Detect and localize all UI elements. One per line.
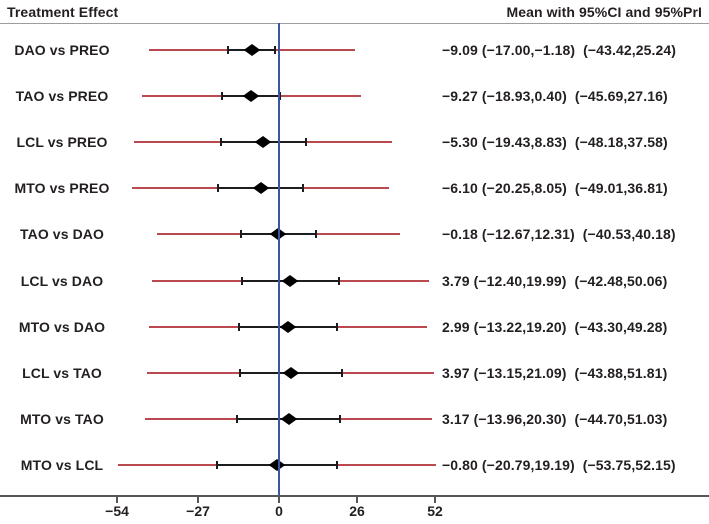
- ci-end-tick-low: [215, 460, 218, 469]
- ci-end-tick-high: [338, 414, 341, 423]
- ci-end-tick-low: [240, 230, 243, 239]
- x-axis-tick-label: 0: [275, 503, 283, 519]
- x-axis-tick-label: −27: [186, 503, 210, 519]
- mean-diamond-marker: [282, 366, 300, 379]
- zero-reference-line: [278, 23, 281, 495]
- row-value-text: −0.80 (−20.79,19.19) (−53.75,52.15): [442, 456, 676, 473]
- column-header-mean-ci-pri: Mean with 95%CI and 95%PrI: [506, 4, 702, 20]
- row-value-text: −9.27 (−18.93,0.40) (−45.69,27.16): [442, 88, 668, 105]
- ci-end-tick-high: [279, 92, 282, 101]
- ci-end-tick-high: [341, 368, 344, 377]
- row-label: TAO vs PREO: [15, 88, 109, 105]
- row-value-text: −9.09 (−17.00,−1.18) (−43.42,25.24): [442, 42, 676, 58]
- ci-end-tick-low: [236, 414, 239, 423]
- x-axis-tick-label: 26: [349, 503, 365, 519]
- row-value-text: 2.99 (−13.22,19.20) (−43.30,49.28): [442, 318, 668, 335]
- row-value-text: −5.30 (−19.43,8.83) (−48.18,37.58): [442, 134, 668, 151]
- row-label: MTO vs PREO: [14, 180, 110, 197]
- ci-end-tick-high: [335, 322, 338, 331]
- row-label: LCL vs DAO: [20, 272, 104, 289]
- ci-end-tick-high: [335, 460, 338, 469]
- ci-end-tick-low: [240, 276, 243, 285]
- mean-diamond-marker: [282, 274, 299, 287]
- row-value-text: −6.10 (−20.25,8.05) (−49.01,36.81): [442, 180, 668, 197]
- ci-end-tick-high: [304, 138, 307, 147]
- ci-end-tick-low: [219, 138, 222, 147]
- mean-diamond-marker: [242, 90, 260, 103]
- row-value-text: −0.18 (−12.67,12.31) (−40.53,40.18): [442, 226, 676, 243]
- ci-end-tick-low: [238, 322, 241, 331]
- ci-end-tick-low: [221, 92, 224, 101]
- x-axis-tick: [434, 497, 437, 503]
- ci-end-tick-low: [238, 368, 241, 377]
- row-value-text: 3.97 (−13.15,21.09) (−43.88,51.81): [442, 364, 668, 381]
- row-label: MTO vs DAO: [18, 318, 106, 335]
- row-label: DAO vs PREO: [14, 42, 110, 58]
- row-label: MTO vs LCL: [20, 456, 104, 473]
- x-axis-line: [0, 495, 709, 497]
- ci-end-tick-high: [274, 46, 277, 54]
- ci-end-tick-low: [227, 46, 230, 54]
- column-header-treatment-effect: Treatment Effect: [7, 4, 119, 20]
- mean-diamond-marker: [254, 136, 272, 149]
- mean-diamond-marker: [243, 43, 261, 57]
- mean-diamond-marker: [280, 412, 297, 425]
- mean-diamond-marker: [279, 320, 297, 333]
- ci-end-tick-high: [302, 184, 305, 193]
- ci-end-tick-high: [314, 230, 317, 239]
- x-axis-tick: [116, 497, 119, 503]
- x-axis-tick: [278, 497, 281, 503]
- row-value-text: 3.17 (−13.96,20.30) (−44.70,51.03): [442, 410, 668, 427]
- x-axis-tick: [356, 497, 359, 503]
- x-axis-tick-label: −54: [105, 503, 129, 519]
- row-label: MTO vs TAO: [20, 410, 104, 427]
- row-value-text: 3.79 (−12.40,19.99) (−42.48,50.06): [442, 272, 668, 289]
- row-label: LCL vs TAO: [22, 364, 102, 381]
- header-rule: [0, 23, 709, 24]
- mean-diamond-marker: [252, 182, 270, 195]
- mean-diamond-marker: [268, 458, 285, 471]
- row-label: TAO vs DAO: [20, 226, 104, 243]
- ci-end-tick-low: [217, 184, 220, 193]
- row-label: LCL vs PREO: [16, 134, 108, 151]
- x-axis-tick: [197, 497, 200, 503]
- x-axis-tick-label: 52: [427, 503, 443, 519]
- ci-end-tick-high: [338, 276, 341, 285]
